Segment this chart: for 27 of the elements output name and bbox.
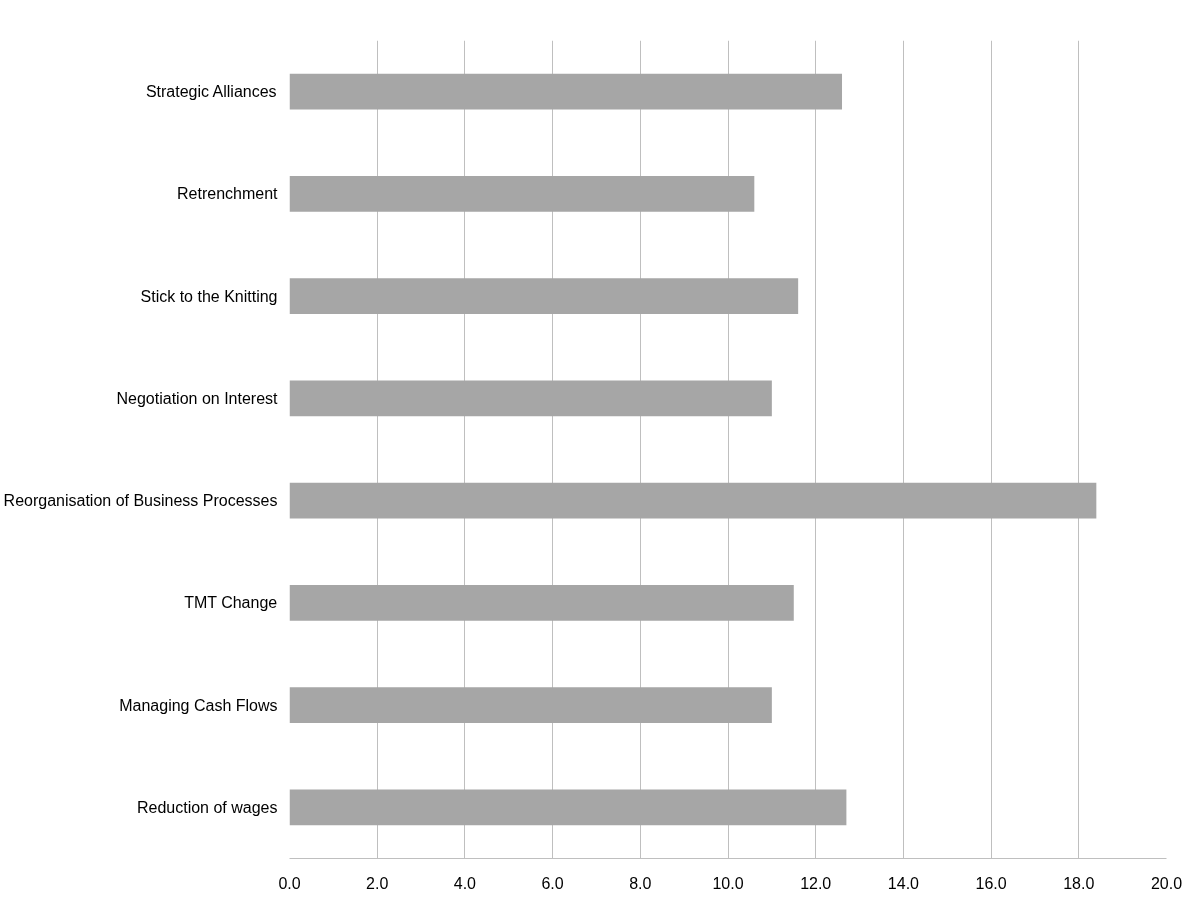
y-tick-label: Negotiation on Interest <box>116 389 279 407</box>
y-tick-label: Retrenchment <box>177 185 279 203</box>
y-tick-label: TMT Change <box>184 594 278 612</box>
bar <box>289 73 843 110</box>
x-tick-label: 8.0 <box>629 874 652 892</box>
x-tick-label: 18.0 <box>1063 874 1095 892</box>
x-tick-label: 6.0 <box>541 874 564 892</box>
bar <box>289 584 794 621</box>
bar <box>289 789 847 826</box>
x-tick-label: 2.0 <box>366 874 389 892</box>
bar <box>289 175 755 212</box>
x-tick-label: 16.0 <box>975 874 1007 892</box>
bar <box>289 278 799 315</box>
x-tick-label: 10.0 <box>712 874 744 892</box>
x-tick-label: 12.0 <box>800 874 832 892</box>
y-tick-label: Stick to the Knitting <box>140 287 278 305</box>
x-tick-label: 4.0 <box>453 874 477 892</box>
y-tick-label: Reorganisation of Business Processes <box>3 492 278 510</box>
y-tick-label: Strategic Alliances <box>145 83 277 101</box>
y-tick-label: Managing Cash Flows <box>119 696 278 714</box>
x-tick-label: 20.0 <box>1150 874 1183 892</box>
y-tick-label: Reduction of wages <box>136 798 278 816</box>
bar <box>289 687 772 724</box>
bar <box>289 482 1097 519</box>
x-tick-label: 14.0 <box>887 874 920 892</box>
x-tick-label: 0.0 <box>278 874 301 892</box>
bar <box>289 380 772 417</box>
